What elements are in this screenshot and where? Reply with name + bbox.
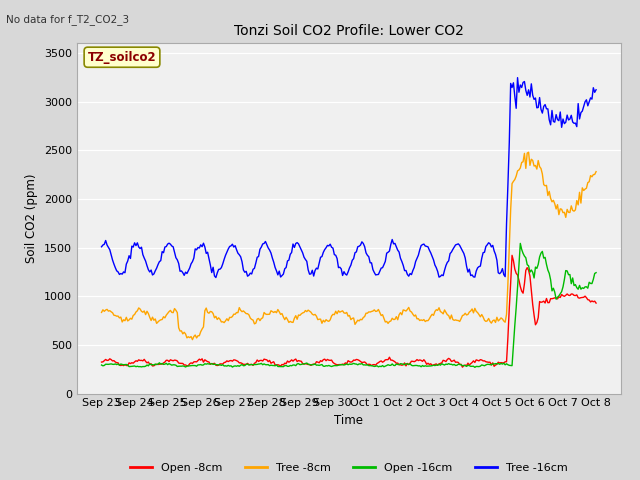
X-axis label: Time: Time xyxy=(334,414,364,427)
Text: TZ_soilco2: TZ_soilco2 xyxy=(88,51,156,64)
Text: No data for f_T2_CO2_3: No data for f_T2_CO2_3 xyxy=(6,14,129,25)
Legend: Open -8cm, Tree -8cm, Open -16cm, Tree -16cm: Open -8cm, Tree -8cm, Open -16cm, Tree -… xyxy=(125,459,572,478)
Y-axis label: Soil CO2 (ppm): Soil CO2 (ppm) xyxy=(25,174,38,263)
Title: Tonzi Soil CO2 Profile: Lower CO2: Tonzi Soil CO2 Profile: Lower CO2 xyxy=(234,24,464,38)
